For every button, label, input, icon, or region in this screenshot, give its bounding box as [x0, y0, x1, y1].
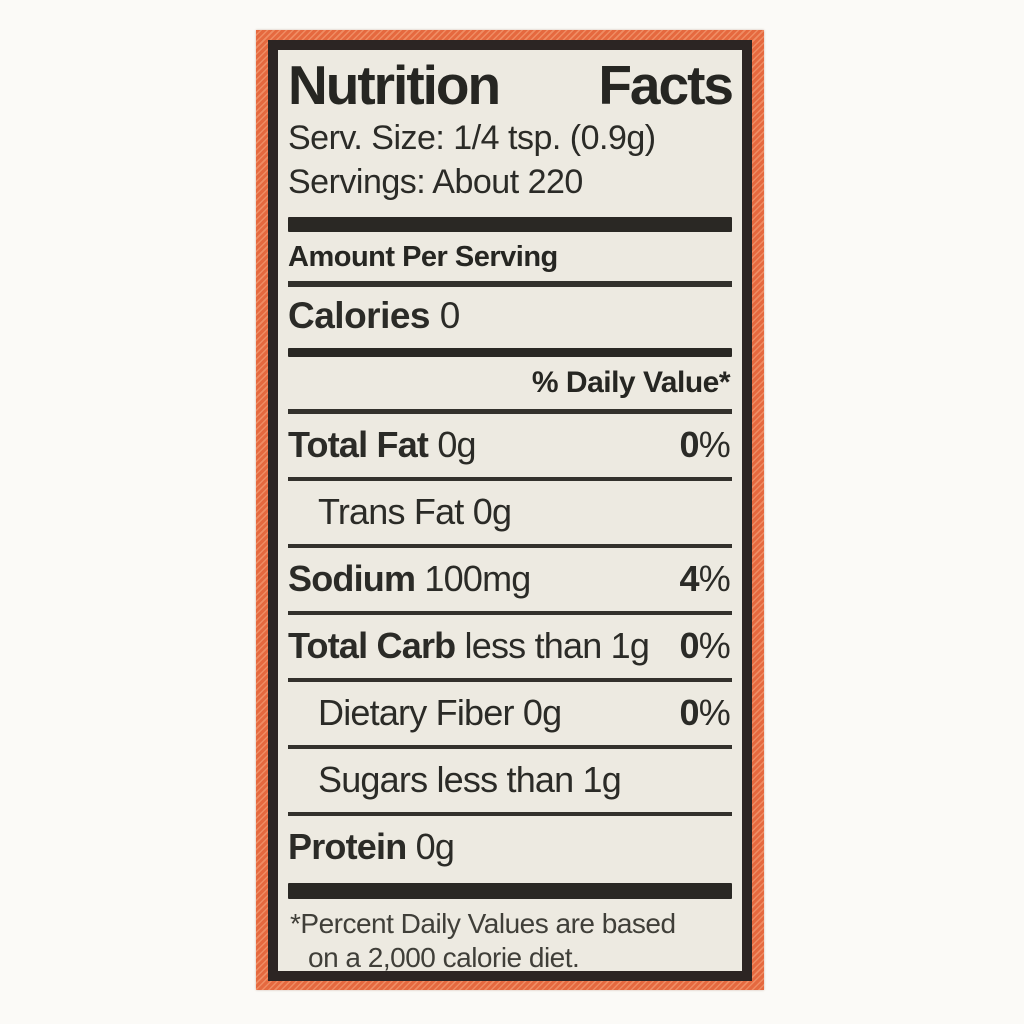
footnote: *Percent Daily Values are based on a 2,0…: [288, 899, 732, 974]
section-bar-bottom: [288, 883, 732, 900]
daily-value-percent: 0%: [679, 625, 731, 667]
serving-size-text: Serv. Size: 1/4 tsp. (0.9g): [288, 119, 656, 158]
nutrient-row-total-fat: Total Fat 0g 0%: [288, 414, 732, 477]
nutrient-name: Trans Fat: [318, 491, 464, 533]
nutrient-text: Protein 0g: [288, 826, 455, 868]
footnote-line2: on a 2,000 calorie diet.: [308, 942, 580, 974]
nutrient-text: Total Fat 0g: [288, 424, 477, 466]
section-bar-calories: [288, 348, 732, 358]
nutrient-amount: 0g: [472, 491, 512, 533]
serving-info: Serv. Size: 1/4 tsp. (0.9g) Servings: Ab…: [288, 117, 732, 204]
nutrient-name: Total Carb: [288, 625, 456, 667]
nutrient-amount: less than 1g: [464, 625, 650, 667]
label-title-word1: Nutrition: [288, 54, 501, 116]
divider: [288, 745, 732, 750]
nutrient-row-dietary-fiber: Dietary Fiber 0g 0%: [288, 682, 732, 745]
nutrient-text: Trans Fat 0g: [288, 491, 512, 533]
divider: [288, 281, 732, 288]
label-title: Nutrition Facts: [288, 54, 734, 116]
nutrient-text: Sugars less than 1g: [288, 759, 622, 801]
nutrient-row-sodium: Sodium 100mg 4%: [288, 548, 732, 611]
nutrient-amount: less than 1g: [436, 759, 622, 801]
divider: [288, 477, 732, 482]
divider: [288, 611, 732, 616]
daily-value-percent: 0%: [679, 692, 731, 734]
nutrient-name: Protein: [288, 826, 407, 868]
daily-value-header: % Daily Value*: [531, 366, 731, 400]
nutrition-label: Nutrition Facts Serv. Size: 1/4 tsp. (0.…: [256, 30, 764, 990]
divider: [288, 409, 732, 415]
amount-per-serving-label: Amount Per Serving: [288, 241, 558, 274]
servings-count-text: Servings: About 220: [288, 162, 583, 201]
section-bar-top: [288, 217, 732, 233]
calories-row: Calories 0: [288, 287, 732, 348]
label-panel: Nutrition Facts Serv. Size: 1/4 tsp. (0.…: [268, 40, 752, 981]
nutrient-name: Total Fat: [288, 424, 429, 466]
nutrient-amount: 0g: [522, 692, 562, 734]
nutrient-row-sugars: Sugars less than 1g: [288, 749, 732, 812]
nutrient-row-total-carb: Total Carb less than 1g 0%: [288, 615, 732, 678]
nutrient-name: Sodium: [288, 558, 416, 600]
nutrient-name: Dietary Fiber: [318, 692, 514, 734]
nutrient-text: Dietary Fiber 0g: [288, 692, 562, 734]
nutrient-amount: 0g: [437, 424, 476, 466]
daily-value-percent: 4%: [679, 558, 731, 600]
divider: [288, 812, 732, 817]
label-title-word2: Facts: [598, 54, 734, 116]
nutrient-text: Total Carb less than 1g: [288, 625, 650, 667]
nutrient-amount: 100mg: [424, 558, 531, 600]
daily-value-percent: 0%: [679, 424, 731, 466]
calories-label: Calories: [288, 295, 431, 337]
divider: [288, 678, 732, 683]
calories-value: 0: [439, 295, 461, 337]
nutrient-amount: 0g: [415, 826, 455, 868]
nutrient-row-trans-fat: Trans Fat 0g: [288, 481, 732, 544]
divider: [288, 544, 732, 549]
nutrient-row-protein: Protein 0g: [288, 816, 732, 879]
nutrient-name: Sugars: [318, 759, 428, 801]
nutrient-text: Sodium 100mg: [288, 558, 531, 600]
footnote-line1: *Percent Daily Values are based: [290, 908, 676, 940]
